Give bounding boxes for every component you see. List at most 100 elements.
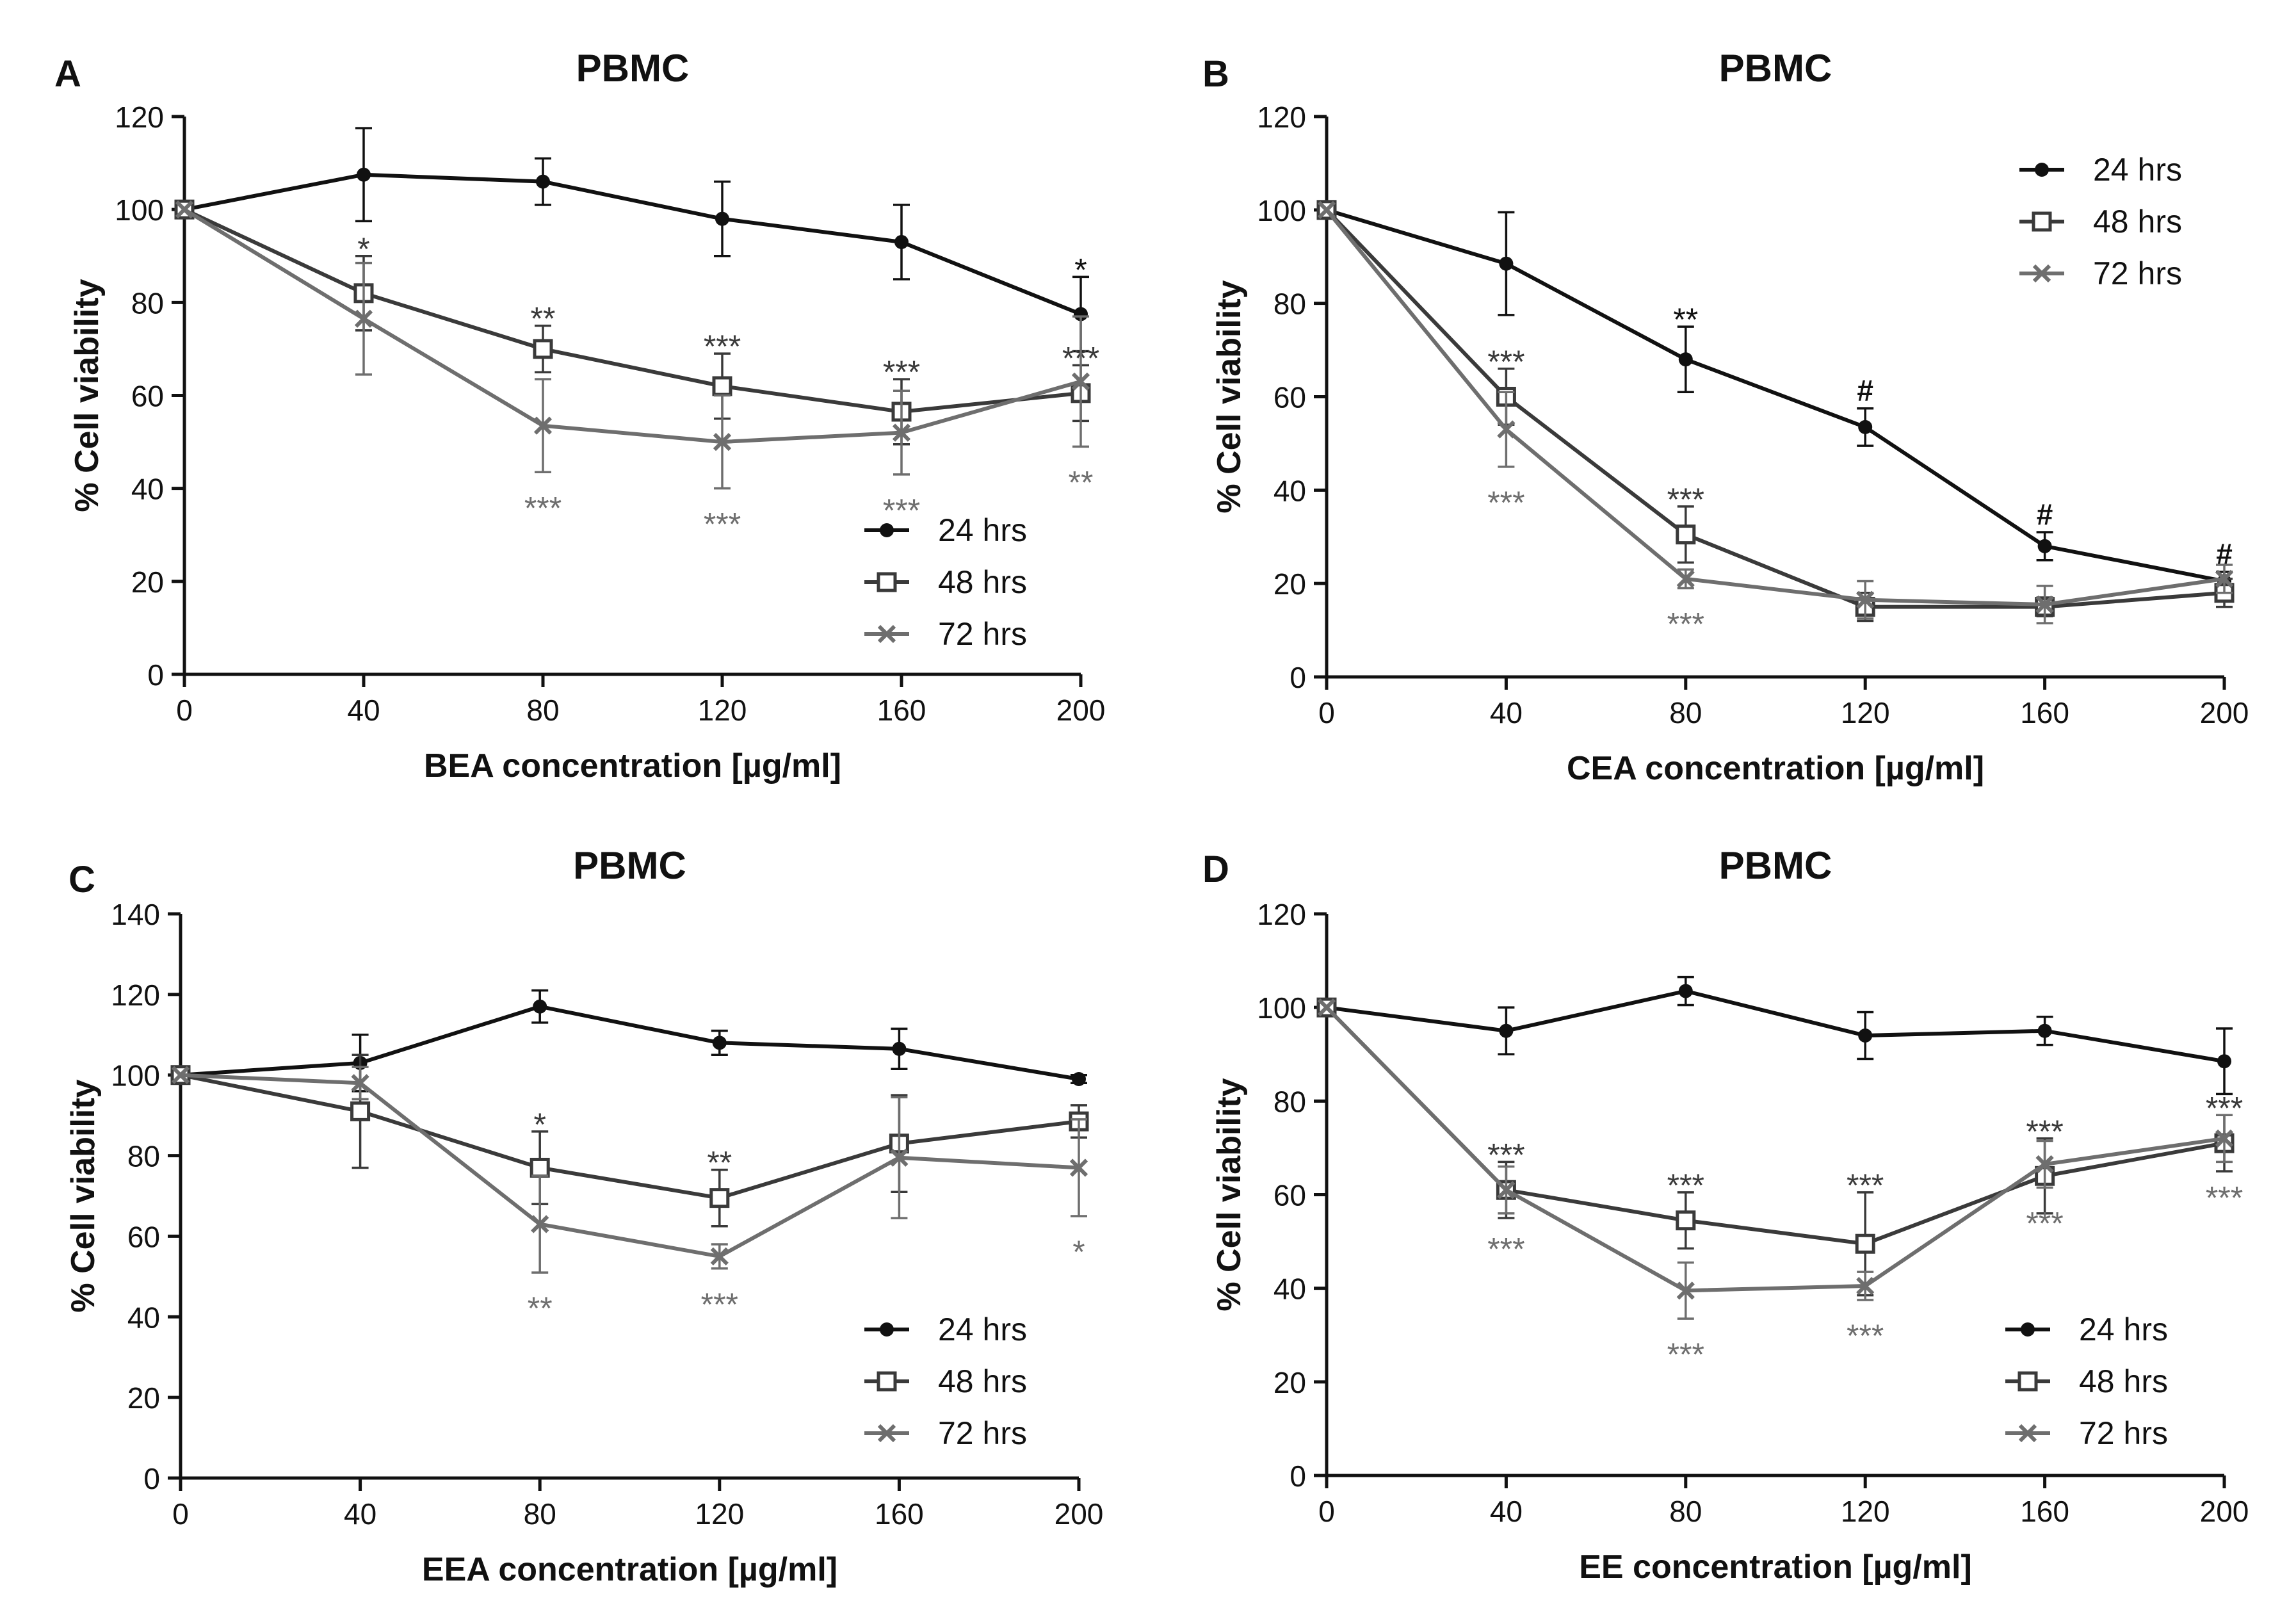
- y-tick-label: 40: [1273, 1272, 1306, 1306]
- x-tick-label: 0: [172, 1497, 189, 1531]
- series-48-hrs: ********* ***: [174, 199, 1099, 446]
- y-tick-label: 120: [111, 979, 160, 1012]
- legend-item: 24 hrs: [2019, 152, 2182, 188]
- data-point: [1676, 524, 1696, 545]
- series-line: [183, 207, 1081, 414]
- data-point: [1858, 419, 1873, 434]
- data-point: [1676, 569, 1695, 588]
- x-tick-label: 200: [2200, 1495, 2249, 1528]
- legend-item: 72 hrs: [2005, 1415, 2168, 1451]
- x-tick-label: 200: [1056, 694, 1106, 727]
- legend: 24 hrs 48 hrs 72 hrs: [864, 1312, 1027, 1451]
- data-point: [171, 1066, 190, 1084]
- data-point: [1678, 352, 1693, 367]
- x-tick-label: 80: [1669, 1495, 1702, 1528]
- y-tick-label: 40: [131, 473, 164, 506]
- panel-d: D PBMC 0 20 40 60 80 100 120 0 40 80 120 160 200 EE con…: [1202, 844, 2249, 1586]
- series-24-hrs: *: [177, 127, 1089, 353]
- data-point: [2217, 1054, 2231, 1069]
- data-point: [350, 1101, 371, 1121]
- legend-marker: [2032, 264, 2051, 283]
- legend-label: 72 hrs: [938, 616, 1027, 652]
- data-point: [1497, 1181, 1516, 1199]
- y-tick-label: 0: [1289, 661, 1306, 694]
- y-tick-label: 100: [1257, 991, 1306, 1025]
- legend-marker: [2035, 163, 2049, 177]
- data-point: [1858, 1028, 1873, 1043]
- significance-annotation: ***: [1487, 1231, 1524, 1267]
- legend-item: 24 hrs: [864, 1312, 1027, 1347]
- x-tick-label: 200: [2200, 696, 2249, 729]
- y-tick-label: 0: [143, 1462, 160, 1495]
- series-line: [184, 172, 1082, 316]
- significance-annotation: ***: [524, 490, 562, 526]
- legend-label: 24 hrs: [2093, 152, 2182, 188]
- significance-annotation: ***: [883, 354, 920, 390]
- x-axis-label: BEA concentration [µg/ml]: [424, 747, 841, 784]
- data-point: [357, 167, 371, 182]
- legend-marker: [877, 1424, 896, 1443]
- series-48-hrs: *** *** *** *** ***: [1316, 997, 2243, 1297]
- legend-marker: [880, 1322, 894, 1337]
- data-point: [1499, 1023, 1514, 1038]
- series-72-hrs: *** *** *****: [175, 200, 1093, 542]
- data-point: [1317, 998, 1336, 1017]
- legend-marker: [877, 572, 897, 592]
- significance-annotation: ***: [704, 329, 741, 364]
- x-tick-label: 80: [524, 1497, 556, 1531]
- x-tick-label: 120: [1841, 1495, 1890, 1528]
- data-point: [1678, 984, 1693, 998]
- significance-annotation: **: [1673, 302, 1698, 337]
- data-point: [2037, 539, 2052, 553]
- x-tick-label: 160: [2020, 1495, 2069, 1528]
- series-line: [180, 1073, 1079, 1259]
- data-point: [1072, 1072, 1086, 1087]
- significance-annotation: ***: [2026, 1206, 2063, 1242]
- data-point: [533, 416, 553, 435]
- y-axis-label: % Cell viability: [1211, 1078, 1248, 1311]
- data-point: [892, 423, 911, 442]
- legend-item: 48 hrs: [864, 564, 1027, 600]
- data-point: [1856, 590, 1875, 609]
- legend-item: 24 hrs: [864, 512, 1027, 548]
- x-tick-label: 80: [526, 694, 559, 727]
- data-point: [712, 1036, 727, 1050]
- legend-item: 48 hrs: [2005, 1363, 2168, 1399]
- data-point: [892, 1041, 907, 1056]
- y-tick-label: 60: [127, 1220, 160, 1253]
- data-point: [354, 309, 373, 328]
- data-point: [712, 376, 732, 396]
- legend-label: 48 hrs: [938, 1363, 1027, 1399]
- legend-label: 72 hrs: [938, 1415, 1027, 1451]
- series-line: [180, 1004, 1079, 1081]
- legend-marker: [877, 1371, 897, 1392]
- data-point: [2035, 595, 2054, 614]
- panel-label: B: [1202, 53, 1229, 95]
- data-point: [890, 1148, 909, 1167]
- data-point: [709, 1188, 730, 1208]
- x-tick-label: 120: [695, 1497, 744, 1531]
- chart-title: PBMC: [576, 47, 690, 90]
- data-point: [536, 174, 550, 189]
- significance-annotation: ***: [1487, 485, 1524, 521]
- data-point: [713, 432, 732, 451]
- x-tick-label: 200: [1055, 1497, 1104, 1531]
- x-tick-label: 160: [875, 1497, 924, 1531]
- series-line: [1325, 1006, 2225, 1246]
- data-point: [533, 339, 553, 359]
- legend-marker: [877, 624, 896, 644]
- data-point: [715, 211, 729, 226]
- significance-annotation: ***: [1667, 482, 1704, 517]
- legend-label: 24 hrs: [938, 1312, 1027, 1347]
- y-tick-label: 60: [131, 380, 164, 413]
- series-line: [183, 207, 1081, 444]
- series-line: [1326, 207, 2225, 583]
- significance-annotation: #: [1857, 374, 1873, 407]
- significance-annotation: ***: [1667, 1337, 1704, 1372]
- y-axis-label: % Cell viability: [65, 1079, 102, 1312]
- series-24-hrs: [174, 989, 1087, 1093]
- legend-label: 24 hrs: [2079, 1312, 2168, 1347]
- legend-item: 48 hrs: [2019, 204, 2182, 240]
- x-axis-label: EE concentration [µg/ml]: [1579, 1548, 1972, 1586]
- significance-annotation: #: [2037, 498, 2053, 531]
